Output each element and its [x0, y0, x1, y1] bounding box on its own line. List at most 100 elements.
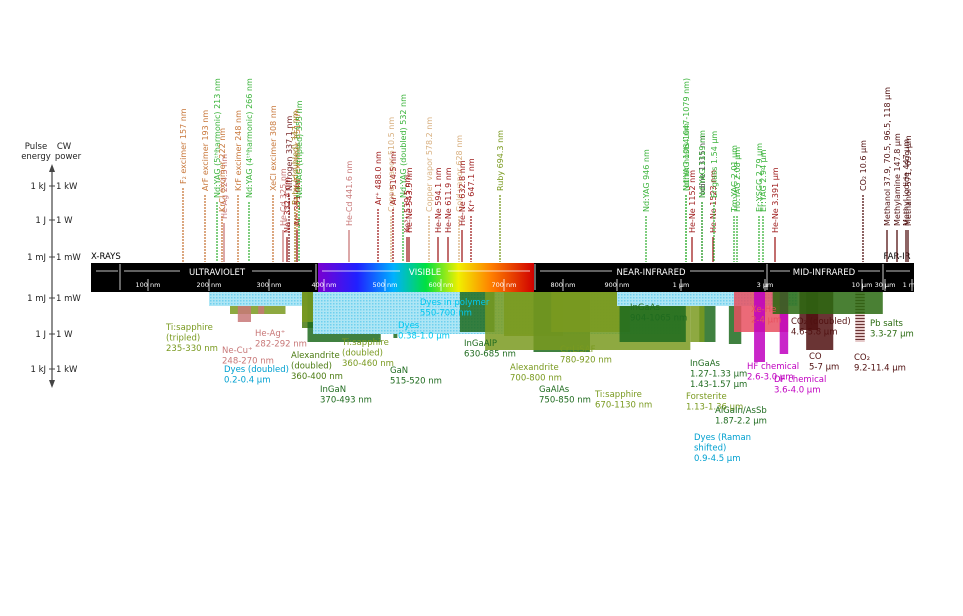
tunable-label: InGaAs 1.27-1.33 μm 1.43-1.57 μm: [690, 359, 747, 390]
lower-pulse-3: 1 kJ: [30, 365, 46, 375]
lower-cw-1: 1 mW: [56, 294, 81, 304]
tunable-label: GaAlAs 750-850 nm: [539, 385, 591, 406]
laser-line-label: He-Ag 224.3 nm: [220, 154, 229, 219]
tunable-label: CO₂ 9.2-11.4 μm: [854, 353, 906, 374]
laser-line-label: Methanol 571, 699 μm: [904, 135, 913, 226]
laser-line-label: Nitrogen 337.1 nm: [285, 116, 294, 191]
upper-pulse-2: 1 J: [35, 216, 46, 226]
wl-tick-label: 10 μm: [852, 281, 873, 289]
laser-line-label: Ne⁺ 332.4 nm: [283, 177, 292, 233]
tunable-block: [209, 292, 324, 306]
tunable-label: Ne-Cu⁺ 248-270 nm: [222, 346, 274, 367]
lower-pulse-1: 1 mJ: [27, 294, 46, 304]
wl-tick-label: 300 nm: [257, 281, 282, 289]
laser-line-label: Nd:YAG 1064 nm: [682, 123, 691, 191]
laser-line-label: Methylamine 147.8 μm: [893, 133, 902, 226]
band-vis: VISIBLE: [409, 268, 441, 278]
laser-line-label: Ruby (doubled) 347 nm: [291, 110, 300, 205]
laser-line-label: Methanol 37.9, 70.5, 96.5, 118 μm: [883, 87, 892, 226]
tunable-label: HF chemical 2.6-3.0 μm: [747, 362, 799, 383]
tunable-label: InGaAlP 630-685 nm: [464, 339, 516, 360]
tunable-block: [772, 292, 883, 314]
laser-line-label: Nd:YAG (tripled) 355 nm: [295, 100, 304, 198]
laser-line-label: Nd:YAG (doubled) 532 nm: [399, 94, 408, 198]
laser-line-label: Tm:YAG 2.01 μm: [730, 145, 739, 213]
tunable-label: InGaAs 904-1065 nm: [630, 303, 687, 324]
laser-line-label: He-Cd 325 nm: [279, 168, 288, 226]
tunable-label: Dyes (doubled) 0.2-0.4 μm: [224, 365, 289, 386]
laser-line-label: He-Cd 441.6 nm: [345, 160, 354, 226]
laser-line-label: He-Ne 1152 nm: [688, 170, 697, 233]
band-uv: ULTRAVIOLET: [189, 268, 246, 278]
pulse-title-2: energy: [21, 152, 51, 162]
tunable-label: Ti:sapphire (doubled) 360-460 nm: [341, 338, 394, 369]
wl-tick-label: 100 nm: [136, 281, 161, 289]
lower-pulse-2: 1 J: [35, 330, 46, 340]
laser-line-label: Xe³⁺ 539.5 nm: [403, 174, 412, 233]
pulse-title-1: Pulse: [25, 142, 47, 152]
upper-cw-2: 1 W: [56, 216, 73, 226]
tunable-label: AlGaIn/AsSb 1.87-2.2 μm: [715, 406, 767, 427]
tunable-block: [855, 292, 865, 342]
laser-line-label: (other hosts 1047-1079 nm): [682, 78, 691, 191]
tunable-label: Alexandrite (doubled) 360-400 nm: [291, 351, 343, 382]
wl-tick-label: 500 nm: [373, 281, 398, 289]
wl-tick-label: 400 nm: [312, 281, 337, 289]
upper-cw-3: 1 mW: [56, 253, 81, 263]
tunable-label: Pb salts 3.3-27 μm: [870, 319, 914, 340]
wl-tick-label: 30 μm: [875, 281, 896, 289]
laser-line-label: He-Ne 594.1 nm: [434, 167, 443, 233]
laser-line-label: Nd:YAG 946 nm: [642, 149, 651, 212]
wavelength-ticks: 100 nm 200 nm 300 nm 400 nm 500 nm 600 nm 700 …: [136, 279, 922, 291]
tunable-label: GaN 515-520 nm: [390, 366, 442, 387]
band-mir: MID-INFRARED: [793, 268, 856, 278]
upper-cw-1: 1 kW: [56, 182, 78, 192]
wl-tick-label: 800 nm: [551, 281, 576, 289]
tunable-label: He-Ag⁺ 282-292 nm: [255, 329, 307, 350]
upper-scale: 1 kJ 1 kW 1 J 1 W 1 mJ 1 mW: [27, 182, 81, 263]
tunable-block: [754, 292, 765, 362]
tunable-label: InGaN 370-493 nm: [320, 385, 372, 406]
laser-line-label: CO₂ 10.6 μm: [859, 140, 868, 191]
axis-titles: Pulse energy CW power: [21, 142, 81, 162]
laser-line-label: He-Ne 543.5 nm: [405, 167, 414, 233]
tunable-label: Ti:sapphire 670-1130 nm: [594, 390, 652, 411]
wl-tick-label: 3 μm: [757, 281, 774, 289]
laser-line-label: Gold vapor 628 nm: [455, 135, 464, 212]
upper-pulse-3: 1 mJ: [27, 253, 46, 263]
lower-scale: 1 mJ 1 mW 1 J 1 W 1 kJ 1 kW: [27, 294, 81, 375]
cw-title-2: power: [55, 152, 82, 162]
wl-tick-label: 1 mm: [903, 281, 922, 289]
tunable-label: CO₂ (doubled) 4.6-5.8 μm: [791, 317, 851, 338]
tunable-label: Cr:LiSAF 780-920 nm: [560, 345, 612, 366]
tunable-label: Dyes 0.38-1.0 μm: [398, 321, 450, 342]
laser-line-label: KrCl excimer 222 nm: [218, 128, 227, 212]
tunable-label: CO 5-7 μm: [809, 352, 839, 373]
laser-line-label: Er:YAG 2.94 μm: [759, 149, 768, 212]
tunable-laser-blocks: [209, 292, 883, 362]
laser-line-label: Iodine 1315 nm: [698, 135, 707, 198]
tunable-label: Xe-He 2-4 μm: [751, 305, 781, 326]
laser-line-label: Nd:YAG (4ᵗʰharmonic) 266 nm: [245, 78, 254, 198]
wl-tick-label: 1 μm: [673, 281, 690, 289]
laser-line-label: KrF excimer 248 nm: [234, 110, 243, 191]
wl-tick-label: 900 nm: [605, 281, 630, 289]
laser-line-label: Ar⁺ 488.0 nm: [374, 151, 383, 205]
laser-line-label: Nd:YAG 1319 nm: [698, 130, 707, 198]
band-arrows: [96, 264, 910, 290]
cw-title-1: CW: [57, 142, 72, 152]
laser-line-label: Ar⁺ 514.5 nm: [389, 151, 398, 205]
laser-line-label: ArF excimer 193 nm: [201, 110, 210, 191]
tunable-laser-labels: Ti:sapphire (tripled) 235-330 nm Ne-Cu⁺ 248-…: [165, 298, 914, 464]
axis-arrow-up: [49, 164, 55, 172]
tunable-label: Alexandrite 700-800 nm: [510, 363, 562, 384]
tunable-label: Dyes (Raman shifted) 0.9-4.5 μm: [694, 433, 751, 464]
laser-line-label: He-Ne 611.9 nm: [444, 167, 453, 233]
laser-line-label: F₂ excimer 157 nm: [179, 108, 188, 184]
laser-line-label: Kr⁺ 647.1 nm: [467, 158, 476, 212]
wl-tick-label: 200 nm: [197, 281, 222, 289]
axis-arrow-down: [49, 380, 55, 388]
tunable-label: Dyes in polymer 550-700 nm: [420, 298, 490, 319]
tunable-block: [779, 292, 789, 354]
